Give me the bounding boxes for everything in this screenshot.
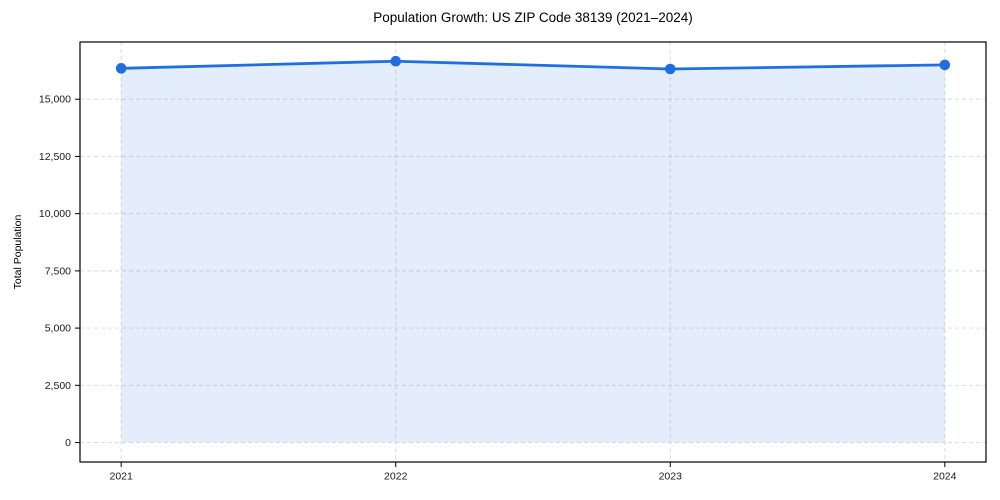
data-point-marker: [664, 63, 676, 75]
area-fill: [121, 61, 945, 443]
data-point-marker: [115, 63, 127, 74]
x-tick-label: 2024: [933, 471, 957, 483]
y-tick-label: 2,500: [45, 380, 71, 392]
y-tick-label: 7,500: [45, 265, 71, 277]
data-line: [119, 59, 947, 71]
y-tick-label: 10,000: [39, 208, 71, 220]
x-tick-label: 2021: [110, 471, 134, 483]
x-tick-label: 2023: [659, 471, 683, 483]
y-tick-label: 12,500: [39, 151, 71, 163]
chart-title: Population Growth: US ZIP Code 38139 (20…: [373, 10, 693, 25]
x-tick-label: 2022: [384, 471, 408, 483]
y-tick-label: 0: [65, 437, 71, 449]
y-tick-label: 15,000: [39, 94, 71, 106]
axes-box: [79, 41, 987, 463]
y-tick-label: 5,000: [45, 323, 71, 335]
data-point-marker: [390, 55, 402, 67]
data-point-marker: [939, 59, 951, 71]
